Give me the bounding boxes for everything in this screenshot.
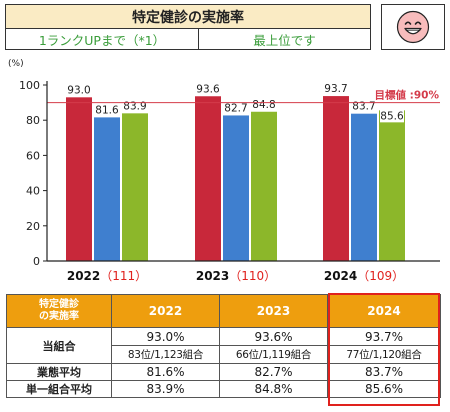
bar-own-2024 xyxy=(323,96,349,261)
table-row-single: 単一組合平均 83.9% 84.8% 85.6% xyxy=(6,380,441,398)
x-tick-count: （109） xyxy=(357,269,404,283)
y-tick-label: 20 xyxy=(26,220,40,233)
x-tick-label-2024: 2024（109） xyxy=(324,269,404,283)
data-label-own-2022: 93.0 xyxy=(67,84,90,96)
y-tick-label: 60 xyxy=(26,149,40,162)
bar-single-2022 xyxy=(122,113,148,261)
data-label-background xyxy=(380,109,404,123)
data-label-single-2022: 83.9 xyxy=(123,100,146,112)
row-label-own: 当組合 xyxy=(6,327,112,364)
own-rank-2023: 66位/1,119組合 xyxy=(219,345,328,364)
own-rate-2024: 93.7% xyxy=(327,327,441,346)
y-tick-label: 100 xyxy=(19,79,40,92)
results-table: 特定健診 の実施率 2022 2023 2024 当組合 93.0% 93.6%… xyxy=(6,294,441,398)
year-header-2022: 2022 xyxy=(111,294,220,328)
bar-business-2024 xyxy=(351,113,377,261)
data-label-own-2024: 93.7 xyxy=(324,83,347,95)
corner-line-2: の実施率 xyxy=(39,311,79,322)
row-label-single: 単一組合平均 xyxy=(6,380,112,398)
single-rate-2024: 85.6% xyxy=(327,380,441,398)
y-tick-label: 0 xyxy=(33,255,40,268)
bar-business-2022 xyxy=(94,117,120,261)
data-label-business-2024: 83.7 xyxy=(352,101,375,113)
y-unit-label: (%) xyxy=(8,59,24,69)
table-row-own-rate: 当組合 93.0% 93.6% 93.7% xyxy=(6,327,441,364)
bar-own-2022 xyxy=(66,97,92,261)
bar-single-2023 xyxy=(251,111,277,261)
year-header-2023: 2023 xyxy=(219,294,328,328)
own-rate-2022: 93.0% xyxy=(111,327,220,346)
status-label: 最上位です xyxy=(198,28,371,50)
header: 特定健診の実施率 1ランクUPまで（*1） 最上位です xyxy=(5,4,445,50)
x-tick-count: （111） xyxy=(100,269,147,283)
x-tick-label-2023: 2023（110） xyxy=(196,269,276,283)
data-label-business-2023: 82.7 xyxy=(224,102,247,114)
own-rate-2023: 93.6% xyxy=(219,327,328,346)
x-tick-year: 2024 xyxy=(324,269,357,283)
single-rate-2023: 84.8% xyxy=(219,380,328,398)
target-label: 目標値 :90% xyxy=(375,89,440,102)
x-tick-label-2022: 2022（111） xyxy=(67,269,147,283)
bar-own-2023 xyxy=(195,96,221,261)
x-tick-year: 2023 xyxy=(196,269,229,283)
bar-business-2023 xyxy=(223,115,249,261)
table-corner: 特定健診 の実施率 xyxy=(6,294,112,328)
business-rate-2023: 82.7% xyxy=(219,363,328,381)
y-tick-label: 80 xyxy=(26,114,40,127)
page-title: 特定健診の実施率 xyxy=(5,4,371,29)
x-tick-count: （110） xyxy=(229,269,276,283)
bar-chart: (%) 0 20 40 60 80 100 93.0 81.6 83.9 2022（111） 93.… xyxy=(8,59,440,283)
bar-single-2024 xyxy=(379,110,405,262)
table-header-row: 特定健診 の実施率 2022 2023 2024 xyxy=(6,294,441,328)
year-header-2024: 2024 xyxy=(327,294,441,328)
data-label-single-2023: 84.8 xyxy=(252,99,275,111)
corner-line-1: 特定健診 xyxy=(39,299,79,310)
table-row-own-rank: 83位/1,123組合 66位/1,119組合 77位/1,120組合 xyxy=(7,345,441,364)
y-tick-label: 40 xyxy=(26,185,40,198)
x-tick-year: 2022 xyxy=(67,269,100,283)
data-label-own-2023: 93.6 xyxy=(196,83,220,95)
business-rate-2024: 83.7% xyxy=(327,363,441,381)
single-rate-2022: 83.9% xyxy=(111,380,220,398)
rank-up-label: 1ランクUPまで（*1） xyxy=(5,28,199,50)
own-rank-2024: 77位/1,120組合 xyxy=(327,345,441,364)
data-label-single-2024: 85.6 xyxy=(380,110,404,122)
data-label-business-2022: 81.6 xyxy=(95,104,119,116)
business-rate-2022: 81.6% xyxy=(111,363,220,381)
smiley-face-icon xyxy=(396,10,430,44)
own-rank-2022: 83位/1,123組合 xyxy=(111,345,220,364)
row-label-business: 業態平均 xyxy=(6,363,112,381)
table-row-business: 業態平均 81.6% 82.7% 83.7% xyxy=(6,363,441,381)
face-cell xyxy=(381,4,445,50)
